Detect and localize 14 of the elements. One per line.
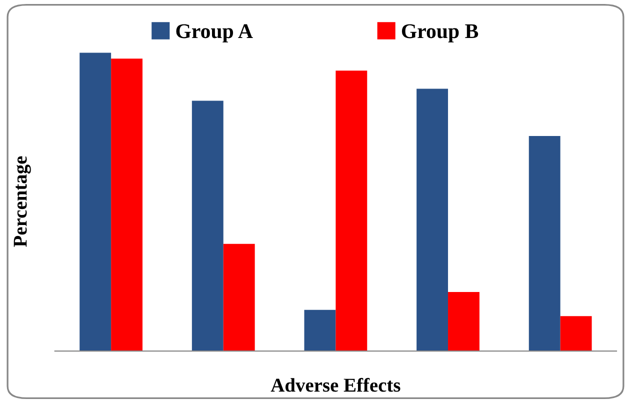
bar [304,310,336,352]
bar [111,58,143,352]
bar [336,70,368,352]
bar [80,52,112,352]
bar [192,100,224,352]
y-axis-title: Percentage [14,156,31,247]
bar [448,292,480,352]
bar [223,244,255,352]
legend-label: Group A [176,24,253,42]
x-axis-title: Adverse Effects [270,378,400,392]
bar [416,88,448,352]
bar [560,316,592,352]
legend-label: Group B [402,24,478,42]
bar [528,136,560,352]
